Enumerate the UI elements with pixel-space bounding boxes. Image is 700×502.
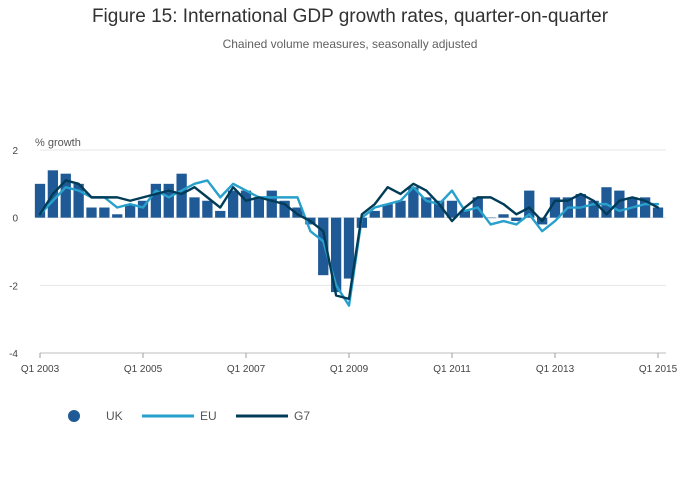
uk-bar — [652, 207, 664, 218]
eu-line — [38, 179, 660, 307]
uk-bar — [330, 217, 342, 293]
uk-bar — [279, 200, 290, 218]
uk-bar — [549, 197, 561, 218]
uk-bar — [575, 193, 586, 218]
uk-bar — [163, 183, 174, 218]
uk-bar — [124, 204, 136, 218]
legend-item-eu[interactable]: EU — [142, 409, 217, 423]
uk-bar — [176, 173, 187, 218]
uk-bar — [60, 173, 71, 218]
x-tick-label: Q1 2003 — [21, 364, 60, 375]
uk-bar — [240, 190, 252, 218]
uk-bar — [112, 214, 123, 218]
uk-bar — [459, 210, 471, 218]
uk-bar — [137, 200, 149, 218]
uk-bar — [395, 200, 406, 218]
uk-bar — [421, 197, 432, 218]
legend-label-uk: UK — [106, 409, 123, 423]
y-axis-title: % growth — [35, 137, 81, 149]
x-tick-label: Q1 2011 — [433, 364, 471, 375]
series-lines — [38, 179, 660, 307]
uk-bar — [524, 190, 535, 218]
legend-label-eu: EU — [200, 409, 217, 423]
uk-bar — [588, 200, 599, 218]
y-tick-label: -4 — [9, 349, 18, 360]
legend-swatch-uk — [68, 410, 80, 422]
uk-bar — [99, 207, 110, 218]
uk-bar — [382, 204, 393, 218]
chart-subtitle: Chained volume measures, seasonally adju… — [222, 37, 478, 51]
uk-bars — [34, 170, 664, 293]
uk-bar — [433, 200, 445, 218]
legend-item-uk[interactable]: UK — [68, 409, 123, 423]
uk-bar — [511, 217, 522, 222]
x-tick-label: Q1 2007 — [227, 364, 266, 375]
uk-bar — [73, 183, 84, 218]
legend[interactable]: UK EU G7 — [68, 409, 310, 423]
x-tick-label: Q1 2009 — [330, 364, 369, 375]
uk-bar — [318, 217, 329, 276]
uk-bar — [614, 190, 625, 218]
y-tick-label: 0 — [12, 214, 18, 225]
y-tick-label: -2 — [9, 281, 18, 292]
g7-line — [38, 179, 660, 301]
axes: 2 0 -2 -4 % growth Q1 2003 Q1 2005 Q1 2007 Q1 20… — [9, 137, 678, 375]
uk-bar — [408, 187, 419, 218]
uk-bar — [150, 183, 162, 218]
uk-bar — [292, 207, 303, 218]
uk-bar — [227, 190, 239, 218]
legend-item-g7[interactable]: G7 — [236, 409, 310, 423]
uk-bar — [498, 214, 509, 218]
uk-bar — [485, 217, 496, 219]
uk-bar — [202, 200, 213, 218]
uk-bar — [189, 197, 200, 218]
x-tick-label: Q1 2013 — [536, 364, 575, 375]
x-tick-label: Q1 2005 — [124, 364, 163, 375]
uk-bar — [86, 207, 97, 218]
y-tick-label: 2 — [12, 146, 18, 157]
uk-bar — [253, 197, 265, 218]
uk-bar — [215, 210, 226, 218]
uk-bar — [34, 183, 46, 218]
x-tick-label: Q1 2015 — [639, 364, 678, 375]
uk-bar — [446, 200, 458, 218]
uk-bar — [601, 187, 612, 218]
uk-bar — [266, 190, 277, 218]
uk-bar — [369, 210, 380, 218]
uk-bar — [639, 197, 651, 218]
uk-bar — [343, 217, 355, 279]
chart-title: Figure 15: International GDP growth rate… — [91, 6, 609, 27]
legend-label-g7: G7 — [294, 409, 310, 423]
